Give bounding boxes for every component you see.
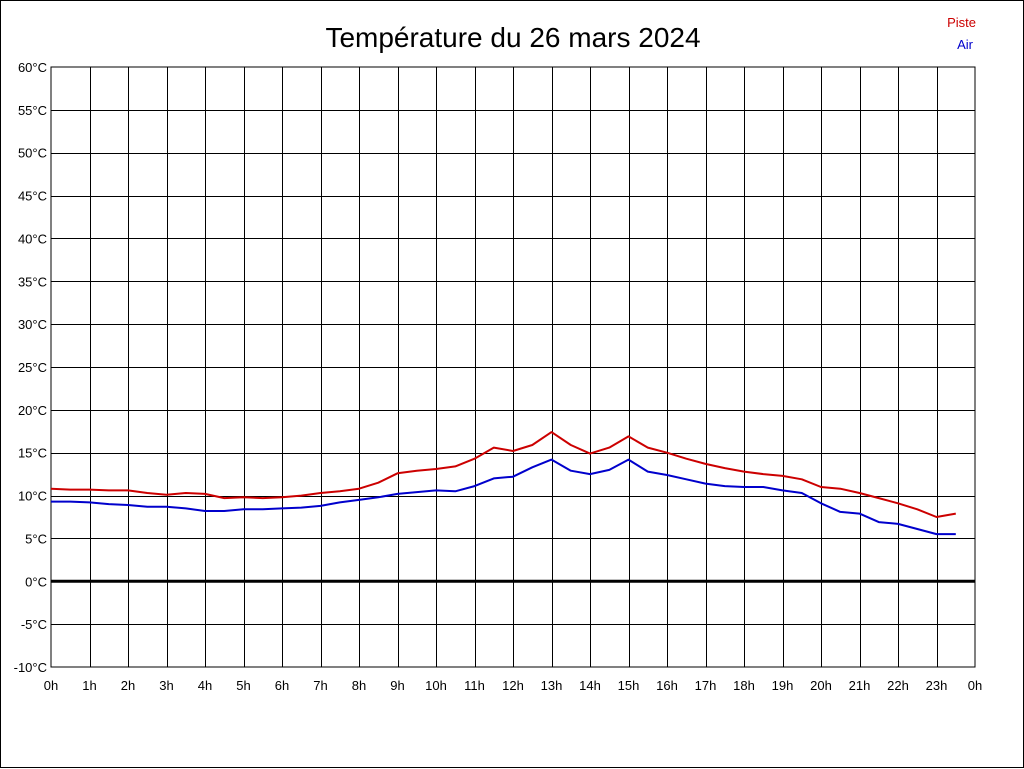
- x-tick-label: 7h: [313, 678, 327, 693]
- y-tick-label: 35°C: [18, 274, 47, 289]
- y-tick-label: -5°C: [21, 617, 47, 632]
- x-tick-label: 3h: [159, 678, 173, 693]
- legend: Piste Air: [947, 15, 976, 52]
- chart-title: Température du 26 mars 2024: [325, 22, 700, 53]
- x-tick-label: 20h: [810, 678, 832, 693]
- x-tick-label: 16h: [656, 678, 678, 693]
- x-tick-label: 6h: [275, 678, 289, 693]
- x-tick-label: 12h: [502, 678, 524, 693]
- y-tick-label: -10°C: [14, 660, 47, 675]
- x-tick-label: 19h: [772, 678, 794, 693]
- x-tick-label: 13h: [541, 678, 563, 693]
- y-axis-ticks: 60°C 55°C 50°C 45°C 40°C 35°C 30°C 25°C 20°C 15°C…: [14, 60, 47, 675]
- x-tick-label: 23h: [926, 678, 948, 693]
- x-tick-label: 22h: [887, 678, 909, 693]
- x-tick-label: 0h: [968, 678, 982, 693]
- legend-entry-piste: Piste: [947, 15, 976, 30]
- series-lines: [50, 431, 956, 536]
- x-tick-label: 10h: [425, 678, 447, 693]
- y-tick-label: 15°C: [18, 446, 47, 461]
- y-tick-label: 0°C: [25, 574, 47, 589]
- grid-lines: [50, 66, 976, 668]
- x-tick-label: 11h: [464, 678, 485, 693]
- x-tick-label: 5h: [236, 678, 250, 693]
- y-tick-label: 20°C: [18, 403, 47, 418]
- x-tick-label: 2h: [121, 678, 135, 693]
- y-tick-label: 40°C: [18, 231, 47, 246]
- x-tick-label: 21h: [849, 678, 871, 693]
- series-line-air: [51, 458, 956, 536]
- x-tick-label: 18h: [733, 678, 755, 693]
- y-tick-label: 60°C: [18, 60, 47, 75]
- legend-entry-air: Air: [957, 37, 974, 52]
- x-tick-label: 0h: [44, 678, 58, 693]
- x-tick-label: 14h: [579, 678, 601, 693]
- series-line-piste: [50, 431, 956, 518]
- y-tick-label: 5°C: [25, 531, 47, 546]
- x-tick-label: 9h: [390, 678, 404, 693]
- y-tick-label: 45°C: [18, 189, 47, 204]
- y-tick-label: 10°C: [18, 489, 47, 504]
- x-axis-ticks: 0h 1h 2h 3h 4h 5h 6h 7h 8h 9h 10h 11h 12h 13h 14h 15h 16…: [44, 678, 982, 693]
- y-tick-label: 50°C: [18, 146, 47, 161]
- x-tick-label: 15h: [618, 678, 640, 693]
- x-tick-label: 4h: [198, 678, 212, 693]
- x-tick-label: 8h: [352, 678, 366, 693]
- y-tick-label: 55°C: [18, 103, 47, 118]
- y-tick-label: 30°C: [18, 317, 47, 332]
- x-tick-label: 1h: [82, 678, 96, 693]
- x-tick-label: 17h: [695, 678, 717, 693]
- y-tick-label: 25°C: [18, 360, 47, 375]
